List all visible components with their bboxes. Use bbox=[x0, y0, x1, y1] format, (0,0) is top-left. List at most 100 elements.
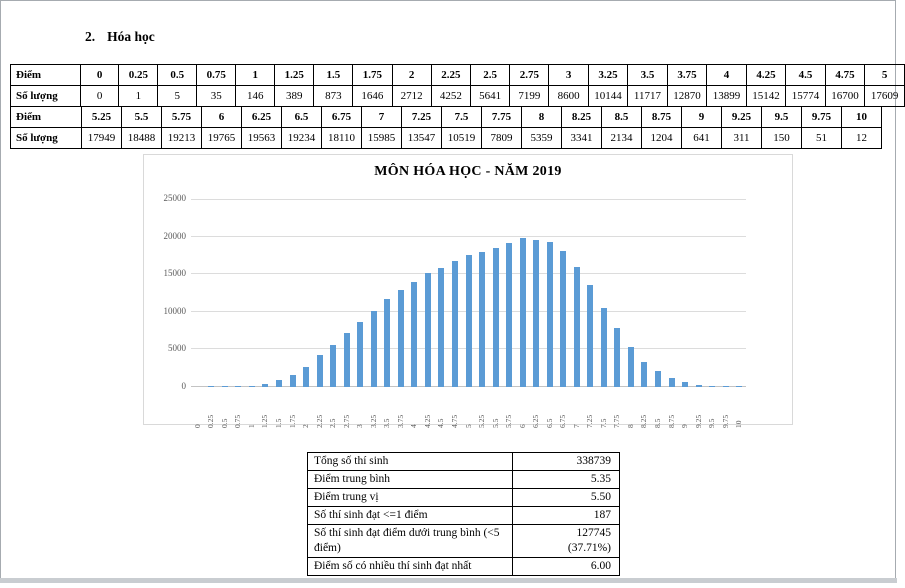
summary-value: 127745 (37.71%) bbox=[512, 524, 620, 558]
x-tick-label: 9 bbox=[680, 424, 690, 428]
x-tick-label: 5.25 bbox=[477, 414, 487, 428]
x-tick-label: 1.5 bbox=[273, 418, 283, 428]
x-tick-label: 5 bbox=[463, 424, 473, 428]
count-cell: 1204 bbox=[641, 127, 682, 149]
x-tick-label: 6.25 bbox=[531, 414, 541, 428]
y-tick-label: 10000 bbox=[163, 305, 187, 316]
score-cell: 3.25 bbox=[587, 64, 629, 86]
bar bbox=[262, 384, 269, 387]
bar bbox=[600, 308, 607, 387]
y-tick-label: 15000 bbox=[163, 268, 187, 279]
bar bbox=[221, 386, 228, 387]
section-heading: 2. Hóa học bbox=[85, 29, 155, 45]
count-cell: 13899 bbox=[706, 85, 747, 107]
x-tick-label: 1 bbox=[246, 424, 256, 428]
summary-value: 338739 bbox=[512, 452, 620, 471]
score-cell: 0 bbox=[79, 64, 120, 86]
y-tick-label: 5000 bbox=[168, 343, 186, 354]
score-cell: 5.75 bbox=[161, 106, 202, 128]
summary-row: Điểm số có nhiều thí sinh đạt nhất 6.00 bbox=[307, 557, 620, 576]
count-cell: 146 bbox=[235, 85, 276, 107]
score-cell: 1 bbox=[235, 64, 276, 86]
bar bbox=[343, 333, 350, 387]
count-cell: 15985 bbox=[361, 127, 402, 149]
section-number: 2. bbox=[85, 29, 96, 44]
score-cell: 1.75 bbox=[352, 64, 393, 86]
score-cell: 7 bbox=[361, 106, 402, 128]
bar bbox=[208, 386, 215, 387]
score-cell: 8 bbox=[521, 106, 562, 128]
plot-area bbox=[191, 199, 746, 387]
bar bbox=[479, 252, 486, 387]
summary-label: Số thí sinh đạt điểm dưới trung bình (<5… bbox=[307, 524, 513, 558]
count-row: Số lượng 0 1 5 35 146 389 873 1646 2712 4252 5641 71… bbox=[10, 85, 905, 107]
row-label: Số lượng bbox=[10, 127, 82, 149]
count-cell: 641 bbox=[681, 127, 722, 149]
count-cell: 5641 bbox=[469, 85, 511, 107]
x-tick-label: 2.5 bbox=[328, 418, 338, 428]
x-tick-label: 4.5 bbox=[436, 418, 446, 428]
count-cell: 12 bbox=[841, 127, 882, 149]
score-cell: 0.25 bbox=[118, 64, 159, 86]
summary-value: 5.35 bbox=[512, 470, 620, 489]
bar bbox=[370, 311, 377, 387]
count-row: Số lượng 17949 18488 19213 19765 19563 19234 18… bbox=[10, 127, 882, 149]
score-cell: 9.75 bbox=[801, 106, 842, 128]
x-tick-label: 0.25 bbox=[206, 414, 216, 428]
x-tick-label: 3.25 bbox=[368, 414, 378, 428]
count-cell: 7199 bbox=[509, 85, 550, 107]
score-cell: 6.25 bbox=[241, 106, 282, 128]
score-cell: 3.75 bbox=[666, 64, 708, 86]
score-cell: 5.5 bbox=[121, 106, 162, 128]
bar bbox=[411, 282, 418, 387]
count-cell: 35 bbox=[196, 85, 237, 107]
score-cell: 7.75 bbox=[481, 106, 522, 128]
score-cell: 0.75 bbox=[196, 64, 237, 86]
count-cell: 1 bbox=[118, 85, 159, 107]
count-cell: 389 bbox=[274, 85, 315, 107]
bar bbox=[506, 243, 513, 387]
count-cell: 19234 bbox=[281, 127, 322, 149]
bar bbox=[384, 299, 391, 387]
summary-row: Số thí sinh đạt điểm dưới trung bình (<5… bbox=[307, 524, 620, 558]
score-cell: 1.5 bbox=[313, 64, 354, 86]
summary-row: Số thí sinh đạt <=1 điểm 187 bbox=[307, 506, 620, 525]
score-cell: 2.75 bbox=[509, 64, 550, 86]
x-tick-label: 4.75 bbox=[449, 414, 459, 428]
bar bbox=[655, 371, 661, 387]
summary-row: Tổng số thí sinh 338739 bbox=[307, 452, 620, 471]
bar bbox=[641, 362, 648, 387]
gridline bbox=[191, 199, 746, 200]
summary-value: 6.00 bbox=[512, 557, 620, 576]
summary-label: Điểm trung vị bbox=[307, 488, 513, 507]
bar bbox=[736, 386, 743, 387]
x-tick-label: 2.75 bbox=[341, 414, 351, 428]
score-table-1: Điểm 0 0.25 0.5 0.75 1 1.25 1.5 1.75 2 2.25 2.5 2.75… bbox=[10, 64, 905, 107]
x-tick-label: 1.75 bbox=[287, 414, 297, 428]
x-tick-label: 2.25 bbox=[314, 414, 324, 428]
x-tick-label: 5.75 bbox=[504, 414, 514, 428]
bar bbox=[709, 386, 716, 387]
count-cell: 4252 bbox=[430, 85, 472, 107]
section-title: Hóa học bbox=[107, 29, 155, 44]
score-row: Điểm 0 0.25 0.5 0.75 1 1.25 1.5 1.75 2 2.25 2.5 2.75… bbox=[10, 64, 905, 86]
score-cell: 6.75 bbox=[321, 106, 362, 128]
score-cell: 9 bbox=[681, 106, 722, 128]
bar bbox=[492, 248, 499, 387]
score-cell: 7.25 bbox=[401, 106, 442, 128]
count-cell: 15774 bbox=[785, 85, 826, 107]
score-table-2: Điểm 5.25 5.5 5.75 6 6.25 6.5 6.75 7 7.25 7.5 7.75 8… bbox=[10, 106, 882, 149]
count-cell: 2134 bbox=[601, 127, 642, 149]
score-cell: 3.5 bbox=[627, 64, 668, 86]
bar bbox=[573, 267, 580, 387]
chart-title: MÔN HÓA HỌC - NĂM 2019 bbox=[374, 164, 562, 179]
summary-table: Tổng số thí sinh 338739 Điểm trung bình 5.3… bbox=[307, 452, 620, 576]
x-tick-label: 0 bbox=[192, 424, 202, 428]
bar bbox=[519, 238, 526, 387]
score-distribution-tables: Điểm 0 0.25 0.5 0.75 1 1.25 1.5 1.75 2 2.25 2.5 2.75… bbox=[10, 64, 905, 149]
score-cell: 4.75 bbox=[824, 64, 866, 86]
x-tick-label: 4 bbox=[409, 424, 419, 428]
bar bbox=[682, 382, 689, 387]
count-cell: 19765 bbox=[201, 127, 242, 149]
count-cell: 15142 bbox=[745, 85, 787, 107]
